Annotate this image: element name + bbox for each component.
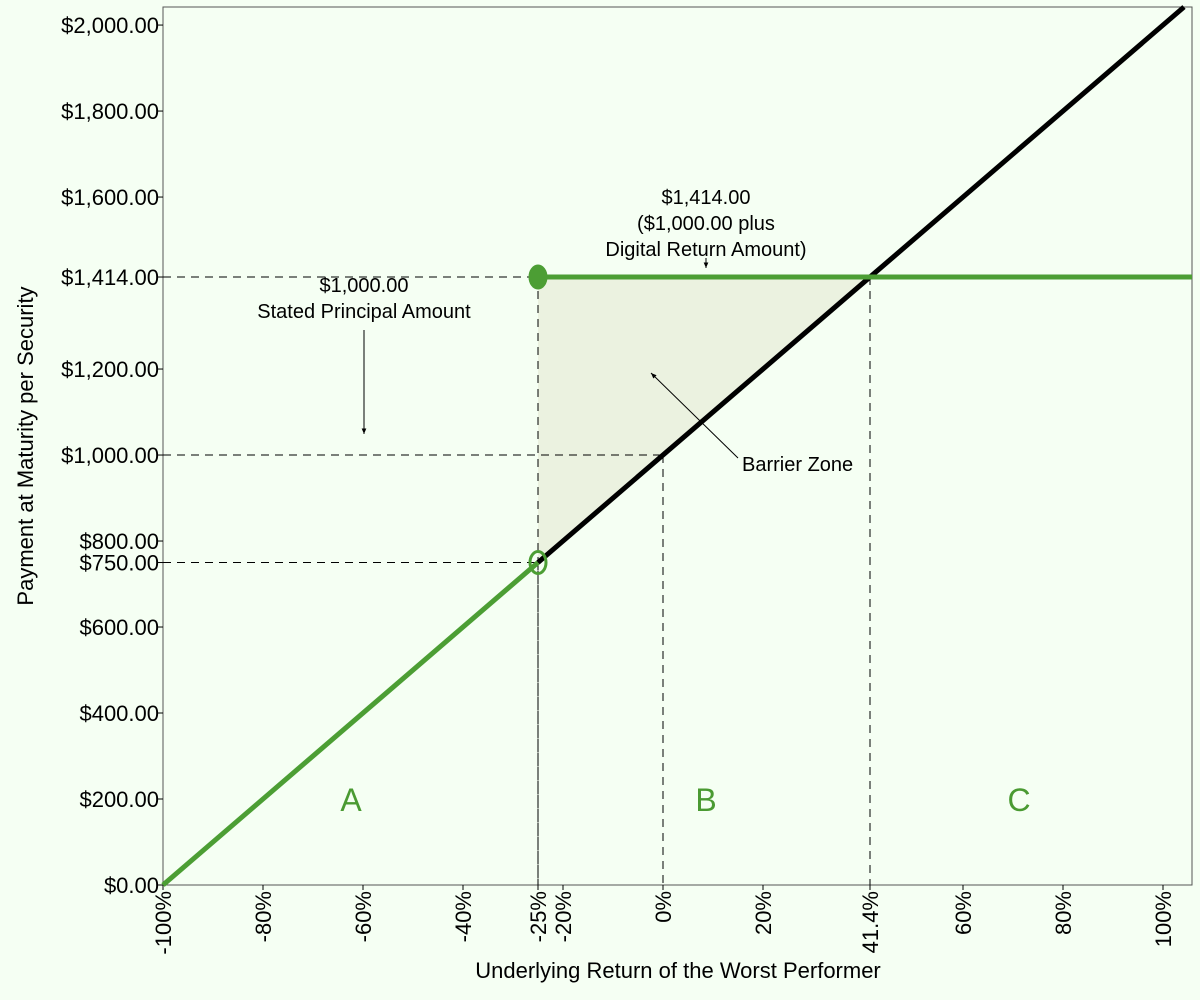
marker	[528, 264, 548, 290]
y-tick-label: $1,200.00	[61, 357, 159, 382]
arrow-head	[703, 262, 709, 268]
payoff-line	[536, 5, 1186, 565]
x-tick-label: -20%	[551, 891, 576, 942]
y-tick-label: $2,000.00	[61, 13, 159, 38]
y-tick-label: $0.00	[104, 873, 159, 898]
x-tick-label: 20%	[751, 891, 776, 935]
y-tick-label: $400.00	[79, 701, 159, 726]
y-tick-label: $1,800.00	[61, 99, 159, 124]
x-tick-label: 41.4%	[858, 891, 883, 953]
x-tick-label: -40%	[451, 891, 476, 942]
arrow-head	[651, 373, 657, 379]
annotation: ($1,000.00 plus	[637, 213, 775, 235]
x-tick-label: -60%	[351, 891, 376, 942]
y-tick-label: $1,414.00	[61, 265, 159, 290]
region-label: C	[1007, 782, 1030, 818]
x-axis-title: Underlying Return of the Worst Performer	[475, 958, 881, 983]
y-tick-label: $800.00	[79, 529, 159, 554]
barrier-zone-label: Barrier Zone	[742, 454, 853, 476]
annotation: $1,000.00	[320, 275, 409, 297]
payoff-line	[161, 560, 540, 887]
x-tick-label: -25%	[526, 891, 551, 942]
annotation: $1,414.00	[662, 187, 751, 209]
arrow-head	[361, 428, 367, 434]
y-tick-label: $750.00	[79, 551, 159, 576]
y-tick-label: $1,000.00	[61, 443, 159, 468]
region-label: B	[695, 782, 716, 818]
x-tick-label: 60%	[951, 891, 976, 935]
x-tick-label: -80%	[251, 891, 276, 942]
y-tick-label: $200.00	[79, 787, 159, 812]
y-axis-title: Payment at Maturity per Security	[13, 286, 38, 605]
annotation: Stated Principal Amount	[257, 301, 471, 323]
marker	[528, 550, 548, 576]
x-tick-label: 80%	[1051, 891, 1076, 935]
y-tick-label: $600.00	[79, 615, 159, 640]
x-tick-label: 100%	[1151, 891, 1176, 947]
x-tick-label: -100%	[151, 891, 176, 955]
arrow	[650, 372, 739, 459]
x-tick-label: 0%	[651, 891, 676, 923]
annotation: Digital Return Amount)	[605, 239, 806, 261]
region-label: A	[340, 782, 362, 818]
y-tick-label: $1,600.00	[61, 185, 159, 210]
